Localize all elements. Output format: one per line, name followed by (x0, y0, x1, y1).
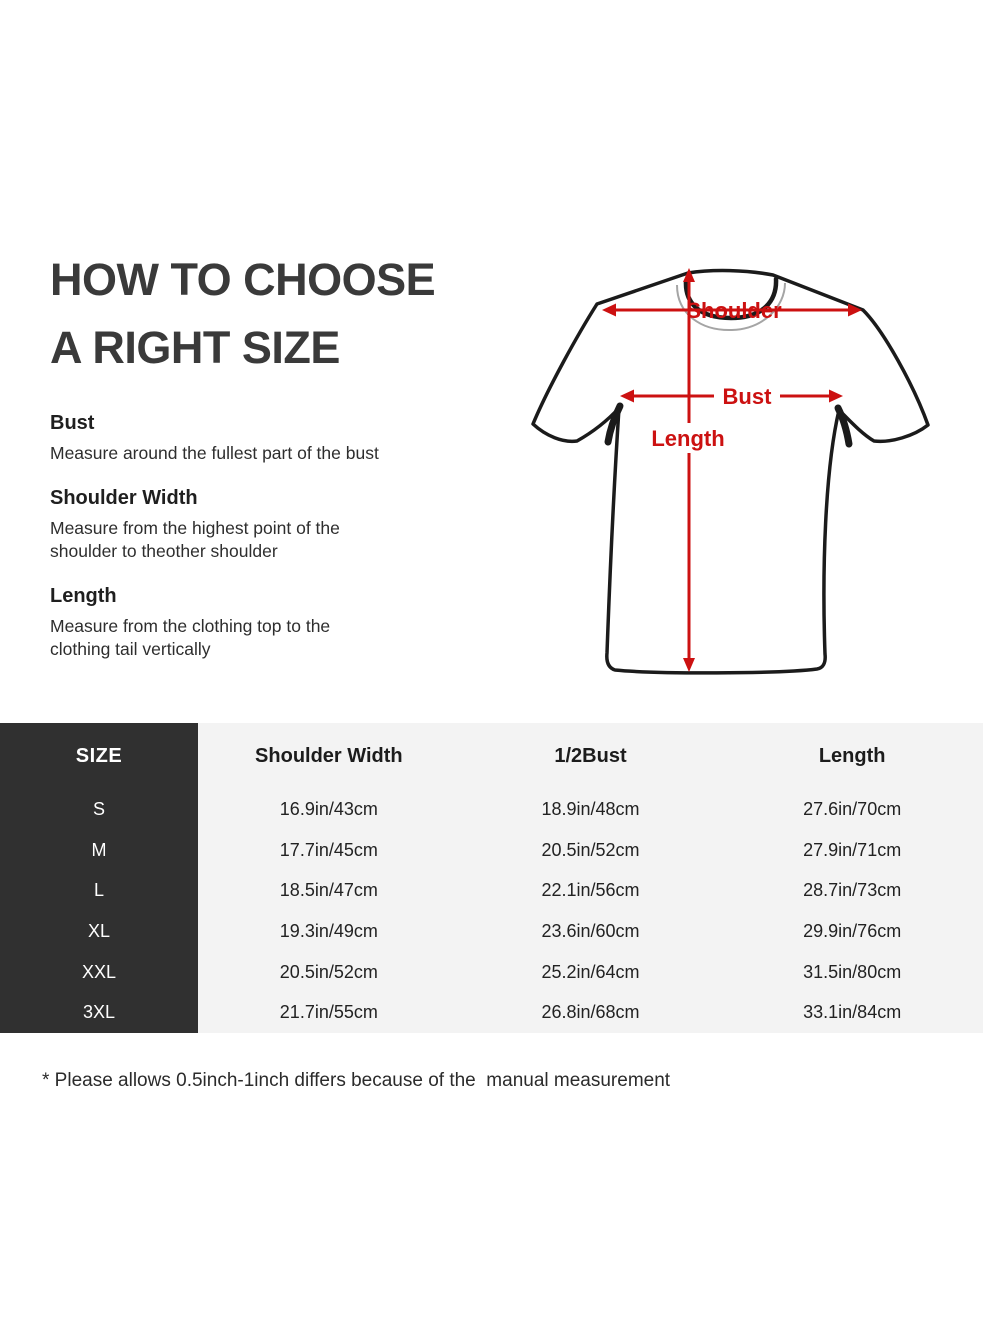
column-header-half-bust: 1/2Bust (459, 723, 722, 789)
value-cell: 20.5in/52cm (459, 829, 722, 871)
table-row-m: M 17.7in/45cm 20.5in/52cm 27.9in/71cm (0, 829, 984, 871)
column-header-length: Length (721, 723, 984, 789)
tshirt-measurement-diagram: Shoulder Bust Length (500, 240, 960, 700)
size-cell: S (0, 789, 198, 830)
column-header-size: SIZE (0, 723, 198, 789)
value-cell: 26.8in/68cm (459, 992, 722, 1034)
page-title-line1: HOW TO CHOOSE (50, 254, 436, 305)
value-cell: 22.1in/56cm (459, 870, 722, 912)
column-header-shoulder-width: Shoulder Width (198, 723, 460, 789)
value-cell: 21.7in/55cm (198, 992, 460, 1034)
table-header-row: SIZE Shoulder Width 1/2Bust Length (0, 723, 984, 789)
size-cell: M (0, 829, 198, 871)
value-cell: 16.9in/43cm (198, 789, 460, 830)
value-cell: 25.2in/64cm (459, 951, 722, 993)
arrowheads (602, 268, 862, 672)
value-cell: 18.9in/48cm (459, 789, 722, 830)
bust-arrow-label: Bust (723, 384, 773, 409)
bust-description: Measure around the fullest part of the b… (50, 443, 379, 463)
size-cell: XL (0, 911, 198, 952)
bust-section: Bust Measure around the fullest part of … (50, 412, 500, 465)
value-cell: 28.7in/73cm (721, 870, 984, 912)
page-title: HOW TO CHOOSE A RIGHT SIZE (50, 246, 436, 382)
table-row-l: L 18.5in/47cm 22.1in/56cm 28.7in/73cm (0, 870, 984, 912)
value-cell: 27.6in/70cm (721, 789, 984, 830)
value-cell: 17.7in/45cm (198, 829, 460, 871)
length-section: Length Measure from the clothing top to … (50, 585, 500, 661)
value-cell: 31.5in/80cm (721, 951, 984, 993)
value-cell: 19.3in/49cm (198, 911, 460, 952)
table-row-xxl: XXL 20.5in/52cm 25.2in/64cm 31.5in/80cm (0, 951, 984, 993)
shoulder-width-section: Shoulder Width Measure from the highest … (50, 487, 500, 563)
value-cell: 33.1in/84cm (721, 992, 984, 1034)
table-row-xl: XL 19.3in/49cm 23.6in/60cm 29.9in/76cm (0, 911, 984, 952)
value-cell: 23.6in/60cm (459, 911, 722, 952)
value-cell: 27.9in/71cm (721, 829, 984, 871)
size-cell: 3XL (0, 992, 198, 1034)
shoulder-width-heading: Shoulder Width (50, 487, 198, 509)
shoulder-width-description: Measure from the highest point of the sho… (50, 518, 340, 561)
shoulder-arrow-label: Shoulder (686, 298, 782, 323)
bust-heading: Bust (50, 412, 95, 434)
size-cell: XXL (0, 951, 198, 993)
page-title-line2: A RIGHT SIZE (50, 322, 340, 373)
length-heading: Length (50, 585, 117, 607)
table-row-3xl: 3XL 21.7in/55cm 26.8in/68cm 33.1in/84cm (0, 992, 984, 1034)
value-cell: 20.5in/52cm (198, 951, 460, 993)
value-cell: 29.9in/76cm (721, 911, 984, 952)
length-arrow-label: Length (651, 426, 724, 451)
size-table: SIZE Shoulder Width 1/2Bust Length S 16.… (0, 723, 984, 1034)
size-cell: L (0, 870, 198, 912)
table-row-s: S 16.9in/43cm 18.9in/48cm 27.6in/70cm (0, 789, 984, 830)
value-cell: 18.5in/47cm (198, 870, 460, 912)
measurement-instructions: Bust Measure around the fullest part of … (50, 412, 500, 683)
tshirt-icon: Shoulder Bust Length (531, 268, 930, 675)
length-description: Measure from the clothing top to the clot… (50, 616, 331, 659)
measurement-disclaimer: * Please allows 0.5inch-1inch differs be… (42, 1070, 671, 1091)
